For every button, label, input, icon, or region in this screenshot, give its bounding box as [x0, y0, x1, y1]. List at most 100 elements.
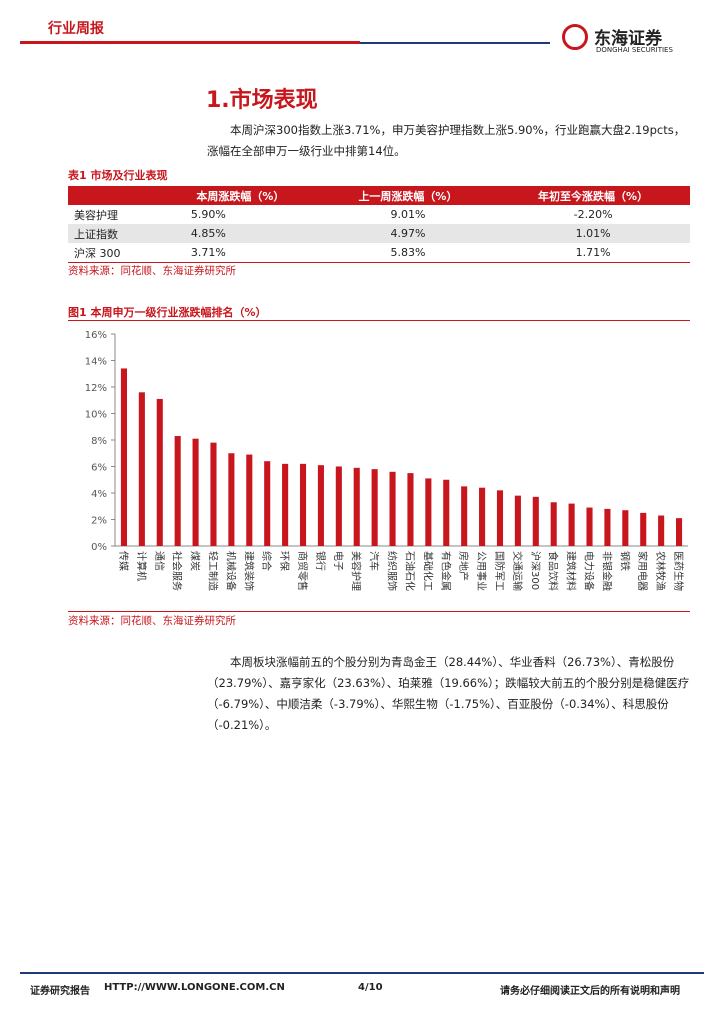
header-cell [68, 186, 161, 205]
cell: 上证指数 [74, 227, 118, 241]
y-tick-label: 10% [85, 410, 107, 421]
bar [676, 518, 683, 546]
cell: 1.01% [575, 227, 611, 240]
logo-name: 东海证券 [594, 29, 662, 49]
bar [604, 508, 611, 546]
section-title: 1.市场表现 [206, 88, 318, 113]
x-tick-label: 轻工制造 [206, 551, 219, 591]
x-tick-label: 石油石化 [403, 551, 416, 591]
rule [68, 611, 690, 612]
header-rule-red [20, 41, 360, 44]
x-tick-label: 传媒 [117, 551, 129, 571]
cell: 4.97% [390, 227, 426, 240]
table-row: 上证指数 4.85% 4.97% 1.01% [68, 224, 690, 243]
table-caption: 表1 市场及行业表现 [68, 169, 168, 182]
bar [138, 392, 145, 546]
bar [568, 503, 575, 546]
x-tick-label: 农林牧渔 [654, 551, 667, 591]
x-tick-label: 房地产 [457, 551, 470, 581]
y-tick-label: 8% [91, 436, 107, 447]
cell: 9.01% [390, 208, 426, 221]
logo-icon [562, 24, 588, 50]
x-tick-label: 电力设备 [583, 551, 596, 591]
x-tick-label: 纺织服饰 [386, 551, 399, 591]
header-cell: 本周涨跌幅（%） [160, 186, 320, 205]
y-tick-label: 12% [85, 383, 107, 394]
bar [371, 469, 378, 546]
x-tick-label: 综合 [260, 551, 273, 571]
x-tick-label: 通信 [153, 551, 165, 571]
paragraph: 本周沪深300指数上涨3.71%，申万美容护理指数上涨5.90%，行业跑赢大盘2… [207, 123, 686, 158]
x-tick-label: 商贸零售 [296, 551, 309, 591]
table-row: 美容护理 5.90% 9.01% -2.20% [68, 205, 690, 224]
bar [120, 368, 127, 546]
bar [586, 507, 593, 546]
bar [192, 438, 199, 546]
y-tick-label: 2% [91, 516, 107, 527]
table: 本周涨跌幅（%） 上一周涨跌幅（%） 年初至今涨跌幅（%） 美容护理 5.90% 9.01… [68, 186, 690, 263]
x-tick-label: 汽车 [368, 551, 381, 571]
bar [335, 466, 342, 546]
paragraph: 本周板块涨幅前五的个股分别为青岛金王（28.44%）、华业香料（26.73%）、… [207, 655, 690, 732]
bar [443, 479, 450, 546]
bar [389, 471, 396, 546]
x-tick-label: 医药生物 [672, 551, 685, 591]
x-tick-label: 建筑装饰 [242, 551, 255, 591]
bar [210, 442, 217, 546]
x-tick-label: 钢铁 [618, 551, 631, 571]
x-tick-label: 交通运输 [511, 551, 524, 591]
header-cell: 上一周涨跌幅（%） [319, 186, 497, 205]
bar [246, 454, 253, 546]
footer-rule [20, 972, 704, 974]
source: 资料来源：同花顺、东海证券研究所 [68, 265, 236, 277]
bar [425, 478, 432, 546]
cell: -2.20% [573, 208, 613, 221]
x-tick-label: 家用电器 [636, 551, 649, 591]
header-title: 行业周报 [48, 21, 104, 37]
x-tick-label: 食品饮料 [547, 551, 560, 591]
cell: 5.90% [190, 208, 226, 221]
x-tick-label: 基础化工 [421, 551, 434, 591]
rule [68, 320, 690, 321]
bar [353, 467, 360, 546]
bar [640, 512, 647, 546]
footer-url: HTTP://WWW.LONGONE.COM.CN [104, 982, 285, 993]
x-tick-label: 建筑材料 [565, 551, 578, 591]
x-tick-label: 环保 [278, 551, 291, 571]
cell: 沪深 300 [74, 246, 121, 260]
bar [282, 463, 289, 546]
bar [264, 461, 271, 546]
bar [174, 436, 181, 546]
cell: 3.71% [190, 246, 226, 259]
cell: 1.71% [575, 246, 611, 259]
bar [461, 486, 468, 546]
x-tick-label: 沪深300 [529, 551, 542, 590]
bar [658, 515, 665, 546]
x-tick-label: 机械设备 [224, 551, 237, 591]
cell: 美容护理 [74, 208, 118, 222]
chart-title: 图1 本周申万一级行业涨跌幅排名（%） [68, 306, 267, 319]
bar [299, 463, 307, 546]
x-tick-label: 计算机 [135, 551, 148, 581]
x-tick-label: 非银金融 [600, 551, 613, 591]
x-tick-label: 煤炭 [189, 551, 202, 571]
bar [407, 473, 414, 546]
x-tick-label: 银行 [314, 551, 327, 571]
cell: 4.85% [190, 227, 226, 240]
logo-sub: DONGHAI SECURITIES [596, 46, 673, 54]
cell: 5.83% [390, 246, 426, 259]
y-tick-label: 4% [91, 489, 107, 500]
chart: 0% 2% 4% 6% 8% 10% 12% 14% 16% 传媒 计算机 通信 社会服务 煤炭 轻工制造机… [85, 330, 688, 591]
bar [317, 465, 324, 546]
y-tick-label: 6% [91, 463, 107, 474]
bar [496, 490, 504, 546]
table-row: 沪深 300 3.71% 5.83% 1.71% [68, 243, 690, 263]
y-tick-label: 14% [85, 357, 107, 368]
bar [622, 510, 629, 546]
bar [228, 453, 235, 546]
footer-left: 证券研究报告 [30, 986, 90, 997]
footer-right: 请务必仔细阅读正文后的所有说明和声明 [500, 986, 680, 997]
header-rule-blue [360, 42, 550, 44]
source: 资料来源：同花顺、东海证券研究所 [68, 615, 236, 627]
